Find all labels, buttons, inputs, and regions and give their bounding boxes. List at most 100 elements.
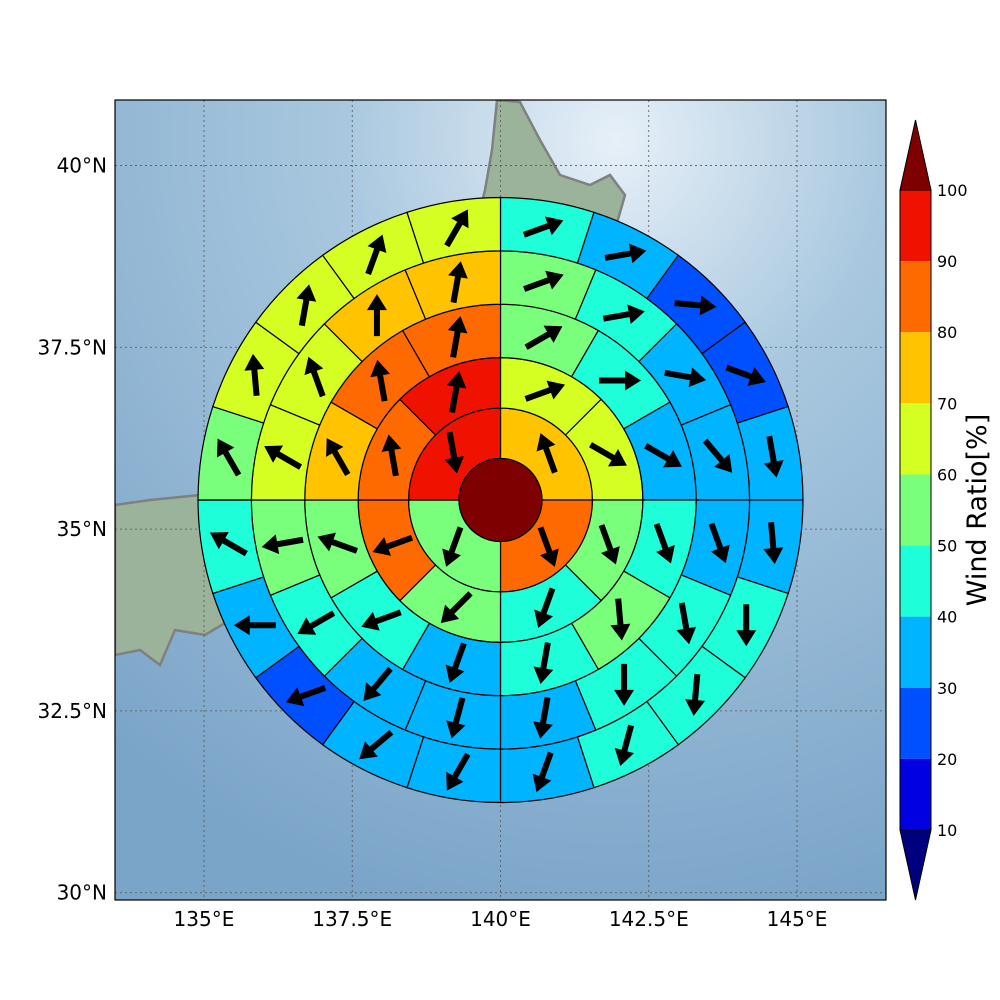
colorbar-segment [900, 261, 931, 333]
wind-arrows [209, 209, 784, 793]
wind-arrow [644, 443, 682, 468]
wind-arrow [216, 438, 242, 477]
wind-arrow [533, 642, 554, 684]
colorbar-segment [900, 190, 931, 262]
colorbar-max-extend [899, 119, 932, 191]
wind-arrow [359, 729, 394, 760]
wind-arrow [361, 609, 402, 631]
colorbar-segment [900, 616, 931, 688]
wind-arrow [440, 591, 473, 624]
wind-arrow [317, 532, 358, 554]
colorbar-tick-label: 100 [937, 181, 968, 200]
colorbar-tick-label: 60 [937, 465, 957, 484]
colorbar-tick-label: 90 [937, 252, 957, 271]
wind-arrow [447, 316, 468, 358]
wind-arrow [285, 685, 327, 707]
wind-arrow [326, 438, 351, 476]
x-axis-ticks: 135°E 137.5°E 140°E 142.5°E 145°E [174, 907, 828, 931]
y-tick-label: 30°N [57, 881, 107, 905]
x-tick-label: 135°E [174, 907, 235, 931]
wind-arrow [445, 642, 467, 684]
wind-arrow [297, 610, 336, 635]
colorbar-tick-label: 50 [937, 537, 957, 556]
colorbar: 10 20 30 40 50 60 70 80 90 100 [899, 119, 968, 901]
wind-arrow [233, 615, 276, 636]
wind-ring-sectors [197, 196, 804, 804]
wind-arrow [614, 663, 635, 706]
wind-arrow [708, 522, 730, 564]
wind-arrow [524, 325, 563, 350]
wind-arrow [244, 353, 265, 396]
center-cell [458, 457, 543, 543]
wind-arrow [763, 435, 784, 478]
wind-arrow [763, 521, 784, 565]
colorbar-segment [900, 687, 931, 759]
wind-arrow [599, 370, 642, 391]
wind-arrow [598, 524, 620, 565]
wind-arrow [702, 438, 733, 473]
wind-arrow [264, 445, 303, 470]
wind-arrow [381, 434, 402, 477]
colorbar-segment [900, 758, 931, 830]
colorbar-outline [899, 189, 932, 831]
wind-arrow [676, 602, 697, 645]
y-axis-ticks: 30°N 32.5°N 35°N 37.5°N 40°N [38, 153, 108, 904]
wind-arrow [536, 433, 558, 474]
wind-arrow [363, 666, 393, 702]
wind-arrow [523, 270, 564, 292]
colorbar-segment [900, 474, 931, 546]
wind-arrow [614, 724, 635, 767]
colorbar-tick-label: 20 [937, 750, 957, 769]
wind-arrow [653, 522, 675, 564]
y-tick-label: 40°N [57, 153, 107, 177]
wind-arrow [725, 364, 766, 386]
colorbar-tick-label: 40 [937, 608, 957, 627]
x-tick-label: 145°E [767, 907, 828, 931]
wind-arrow [602, 304, 645, 325]
colorbar-title: Wind Ratio[%] [962, 414, 993, 606]
y-tick-label: 37.5°N [38, 335, 108, 359]
wind-arrow [442, 526, 464, 567]
wind-arrow [524, 380, 566, 402]
colorbar-tick-label: 30 [937, 679, 957, 698]
wind-arrow [685, 673, 706, 716]
wind-arrow [522, 216, 564, 238]
wind-arrow [736, 604, 757, 647]
colorbar-segment [900, 403, 931, 475]
wind-arrow [372, 534, 414, 556]
wind-arrow [261, 534, 304, 555]
map-border [114, 99, 887, 901]
x-tick-label: 142.5°E [609, 907, 689, 931]
wind-arrow [664, 367, 707, 388]
colorbar-tick-label: 80 [937, 323, 957, 342]
wind-arrow [296, 284, 317, 327]
wind-arrow [444, 209, 469, 248]
colorbar-segment [900, 332, 931, 404]
y-tick-label: 35°N [57, 517, 107, 541]
y-tick-label: 32.5°N [38, 699, 108, 723]
wind-arrow [534, 587, 556, 628]
wind-arrow [446, 697, 466, 739]
wind-arrow [370, 359, 390, 402]
wind-arrow [589, 442, 627, 467]
wind-arrow [304, 356, 326, 398]
wind-arrow [366, 294, 387, 337]
wind-arrow [533, 696, 553, 739]
colorbar-tick-label: 10 [937, 821, 957, 840]
wind-arrow [444, 431, 465, 474]
colorbar-segment [900, 545, 931, 617]
wind-arrow [532, 751, 554, 793]
colorbar-min-extend [899, 829, 932, 901]
colorbar-tick-label: 70 [937, 394, 957, 413]
wind-arrow [604, 243, 647, 264]
wind-arrow [674, 295, 717, 316]
wind-arrow [446, 752, 471, 791]
wind-arrow [537, 526, 559, 567]
wind-arrow [365, 234, 387, 276]
wind-arrow [446, 371, 467, 413]
wind-arrow [209, 531, 248, 557]
x-tick-label: 140°E [470, 907, 531, 931]
wind-arrow [448, 261, 468, 304]
wind-arrow [610, 598, 631, 641]
